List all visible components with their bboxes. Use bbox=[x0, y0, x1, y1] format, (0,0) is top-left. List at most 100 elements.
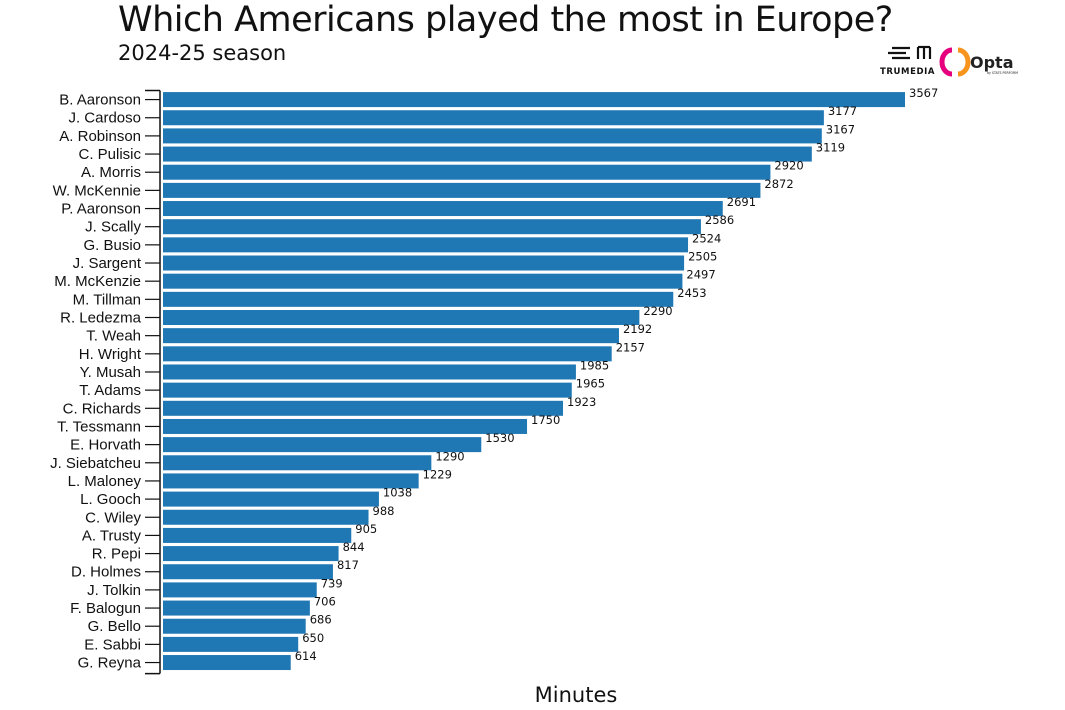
bars: 3567 3177 3167 3119 2920 2872 2691 2586 2524 2505… bbox=[163, 86, 938, 671]
bar bbox=[163, 655, 291, 671]
bar bbox=[163, 455, 432, 471]
y-tick-label: Y. Musah bbox=[80, 364, 141, 381]
opta-wordmark: Opta bbox=[970, 53, 1014, 72]
bar-value-label: 739 bbox=[321, 576, 343, 590]
chart-title: Which Americans played the most in Europ… bbox=[118, 0, 893, 40]
bar-value-label: 1530 bbox=[485, 431, 514, 445]
bar bbox=[163, 128, 822, 144]
bar-value-label: 3119 bbox=[816, 141, 845, 155]
logos: TRUMEDIA Opta by STATS PERFORM bbox=[880, 45, 1018, 77]
y-tick-label: F. Balogun bbox=[70, 600, 141, 617]
bar bbox=[163, 364, 576, 380]
y-tick-label: J. Cardoso bbox=[68, 110, 141, 127]
bar bbox=[163, 382, 572, 398]
bar-value-label: 2920 bbox=[774, 159, 803, 173]
y-tick-label: J. Scally bbox=[85, 219, 141, 236]
y-tick-label: R. Ledezma bbox=[60, 310, 142, 327]
bar bbox=[163, 582, 317, 598]
bar bbox=[163, 509, 369, 525]
bar bbox=[163, 219, 701, 235]
bar bbox=[163, 164, 771, 180]
bar bbox=[163, 600, 310, 616]
bar-value-label: 1985 bbox=[580, 358, 609, 372]
bar bbox=[163, 237, 689, 253]
y-tick-label: A. Morris bbox=[81, 164, 141, 181]
y-tick-label: A. Trusty bbox=[82, 527, 142, 544]
y-tick-label: G. Reyna bbox=[78, 655, 142, 672]
bar-value-label: 2586 bbox=[705, 213, 734, 227]
bar bbox=[163, 255, 685, 271]
opta-mark-icon bbox=[939, 47, 953, 77]
y-tick-label: T. Tessmann bbox=[57, 418, 141, 435]
bar bbox=[163, 400, 564, 416]
bar bbox=[163, 328, 619, 344]
bar-value-label: 1923 bbox=[567, 395, 596, 409]
y-tick-label: L. Gooch bbox=[80, 491, 141, 508]
y-tick-label: W. McKennie bbox=[53, 182, 141, 199]
y-tick-label: D. Holmes bbox=[71, 564, 141, 581]
bar-value-label: 988 bbox=[373, 504, 395, 518]
y-tick-label: B. Aaronson bbox=[59, 92, 141, 109]
bar bbox=[163, 418, 528, 434]
bar bbox=[163, 527, 352, 543]
y-tick-label: R. Pepi bbox=[92, 546, 141, 563]
bar bbox=[163, 546, 339, 562]
opta-logo: Opta by STATS PERFORM bbox=[939, 47, 1018, 77]
y-tick-label: E. Sabbi bbox=[84, 636, 141, 653]
y-tick-label: A. Robinson bbox=[59, 128, 141, 145]
bar-value-label: 3167 bbox=[826, 122, 855, 136]
bar-value-label: 2192 bbox=[623, 322, 652, 336]
bar-value-label: 2872 bbox=[764, 177, 793, 191]
bar bbox=[163, 273, 683, 289]
y-tick-label: G. Bello bbox=[88, 618, 141, 635]
y-tick-label: T. Weah bbox=[86, 328, 141, 345]
opta-subtext: by STATS PERFORM bbox=[987, 71, 1018, 75]
y-tick-label: M. McKenzie bbox=[54, 273, 141, 290]
bar-value-label: 2157 bbox=[616, 340, 645, 354]
bar-value-label: 1229 bbox=[423, 467, 452, 481]
trumedia-mark-icon bbox=[888, 45, 932, 60]
bar-value-label: 3567 bbox=[909, 86, 938, 100]
y-tick-label: C. Richards bbox=[63, 400, 141, 417]
bar bbox=[163, 618, 306, 634]
y-tick-label: M. Tillman bbox=[73, 291, 141, 308]
bar-value-label: 1750 bbox=[531, 413, 560, 427]
bar-value-label: 1965 bbox=[576, 377, 605, 391]
bar bbox=[163, 473, 419, 489]
y-tick-label: G. Busio bbox=[83, 237, 141, 254]
bar-value-label: 706 bbox=[314, 595, 336, 609]
bar-value-label: 2497 bbox=[686, 268, 715, 282]
x-axis-title: Minutes bbox=[535, 683, 618, 707]
bar-value-label: 2290 bbox=[643, 304, 672, 318]
bar bbox=[163, 110, 824, 126]
y-tick-label: T. Adams bbox=[79, 382, 141, 399]
trumedia-logo: TRUMEDIA bbox=[880, 45, 935, 77]
chart-subtitle: 2024-25 season bbox=[118, 41, 287, 65]
y-tick-label: P. Aaronson bbox=[61, 201, 141, 218]
bar-value-label: 2505 bbox=[688, 250, 717, 264]
bar-value-label: 1290 bbox=[435, 449, 464, 463]
bar bbox=[163, 291, 674, 307]
bar bbox=[163, 201, 723, 217]
bar bbox=[163, 146, 812, 162]
bar bbox=[163, 92, 905, 108]
bar-value-label: 905 bbox=[355, 522, 377, 536]
bar-value-label: 2453 bbox=[677, 286, 706, 300]
bar bbox=[163, 636, 299, 652]
y-tick-label: H. Wright bbox=[79, 346, 142, 363]
y-tick-label: C. Wiley bbox=[85, 509, 141, 526]
bar-value-label: 817 bbox=[337, 558, 359, 572]
bar-value-label: 1038 bbox=[383, 486, 412, 500]
y-tick-label: E. Horvath bbox=[70, 437, 141, 454]
bar bbox=[163, 491, 379, 507]
bar bbox=[163, 310, 640, 325]
bar-value-label: 650 bbox=[302, 631, 324, 645]
bar bbox=[163, 564, 333, 580]
bar bbox=[163, 437, 482, 453]
trumedia-wordmark: TRUMEDIA bbox=[880, 67, 935, 77]
y-tick-label: L. Maloney bbox=[68, 473, 142, 490]
bar-value-label: 2524 bbox=[692, 231, 721, 245]
bar-value-label: 3177 bbox=[828, 104, 857, 118]
y-tick-label: J. Siebatcheu bbox=[50, 455, 141, 472]
